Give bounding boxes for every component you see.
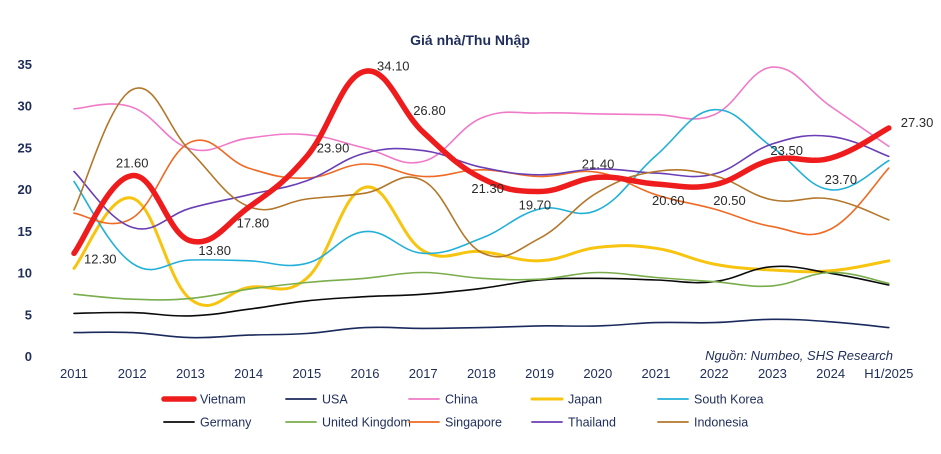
data-label-vietnam: 23.50: [770, 143, 803, 158]
x-tick-label: H1/2025: [864, 366, 913, 381]
data-labels: 12.30 21.60 13.80 17.80 23.90 34.10 26.80 21.30…: [84, 58, 933, 266]
x-tick-label: 2014: [234, 366, 263, 381]
x-axis: 2011 2012 2013 2014 2015 2016 2017 2018 2019 2020…: [60, 366, 913, 381]
x-tick-label: 2011: [60, 366, 88, 381]
data-label-vietnam: 34.10: [377, 58, 410, 73]
data-label-vietnam: 20.50: [713, 193, 746, 208]
data-label-vietnam: 17.80: [237, 215, 270, 230]
series-line-united-kingdom: [73, 271, 890, 301]
x-tick-label: 2017: [409, 366, 438, 381]
series-line-indonesia: [73, 87, 890, 258]
y-tick-label: 20: [18, 182, 32, 197]
y-tick-label: 30: [18, 99, 32, 114]
x-tick-label: 2019: [525, 366, 554, 381]
y-tick-label: 35: [18, 57, 32, 72]
legend-label-germany: Germany: [200, 416, 252, 430]
x-tick-label: 2012: [118, 366, 147, 381]
chart-title: Giá nhà/Thu Nhập: [410, 32, 530, 48]
data-label-vietnam: 13.80: [198, 243, 231, 258]
y-tick-label: 10: [18, 266, 32, 281]
legend-label-indonesia: Indonesia: [694, 416, 748, 430]
legend-label-thailand: Thailand: [568, 416, 616, 430]
legend-label-japan: Japan: [568, 393, 602, 407]
data-label-vietnam: 23.90: [317, 140, 350, 155]
series-line-germany: [73, 265, 890, 317]
data-label-vietnam: 26.80: [413, 103, 446, 118]
x-tick-label: 2020: [583, 366, 612, 381]
legend-label-south-korea: South Korea: [694, 393, 764, 407]
y-tick-label: 5: [25, 307, 32, 322]
y-axis: 0 5 10 15 20 25 30 35: [18, 57, 32, 364]
data-label-vietnam: 12.30: [84, 251, 117, 266]
x-tick-label: 2016: [351, 366, 380, 381]
data-label-vietnam: 21.30: [471, 181, 504, 196]
x-tick-label: 2022: [700, 366, 729, 381]
data-label-vietnam: 21.40: [582, 156, 615, 171]
series-line-thailand: [73, 134, 890, 230]
series-line-usa: [73, 318, 890, 339]
x-tick-label: 2018: [467, 366, 496, 381]
y-tick-label: 25: [18, 140, 32, 155]
legend-label-singapore: Singapore: [445, 416, 502, 430]
series-lines: [71, 66, 892, 339]
data-label-vietnam: 20.60: [652, 193, 685, 208]
x-tick-label: 2021: [642, 366, 671, 381]
series-line-south-korea: [73, 108, 890, 271]
legend-label-united-kingdom: United Kingdom: [322, 416, 411, 430]
series-line-singapore: [73, 139, 890, 236]
legend-label-usa: USA: [322, 393, 348, 407]
data-label-vietnam: 23.70: [825, 172, 858, 187]
x-tick-label: 2013: [176, 366, 205, 381]
x-tick-label: 2015: [292, 366, 321, 381]
y-tick-label: 0: [25, 349, 32, 364]
y-tick-label: 15: [18, 224, 32, 239]
legend-label-china: China: [445, 393, 478, 407]
legend-label-vietnam: Vietnam: [200, 393, 246, 407]
data-label-vietnam: 27.30: [901, 115, 934, 130]
x-tick-label: 2023: [758, 366, 787, 381]
source-note: Nguồn: Numbeo, SHS Research: [705, 348, 893, 363]
legend: Vietnam USA China Japan South Korea Germany Un…: [161, 393, 764, 430]
x-tick-label: 2024: [816, 366, 845, 381]
data-label-vietnam: 21.60: [116, 156, 149, 171]
data-label-vietnam: 19.70: [519, 198, 552, 213]
series-line-china: [73, 66, 890, 164]
series-line-vietnam: [71, 68, 892, 257]
